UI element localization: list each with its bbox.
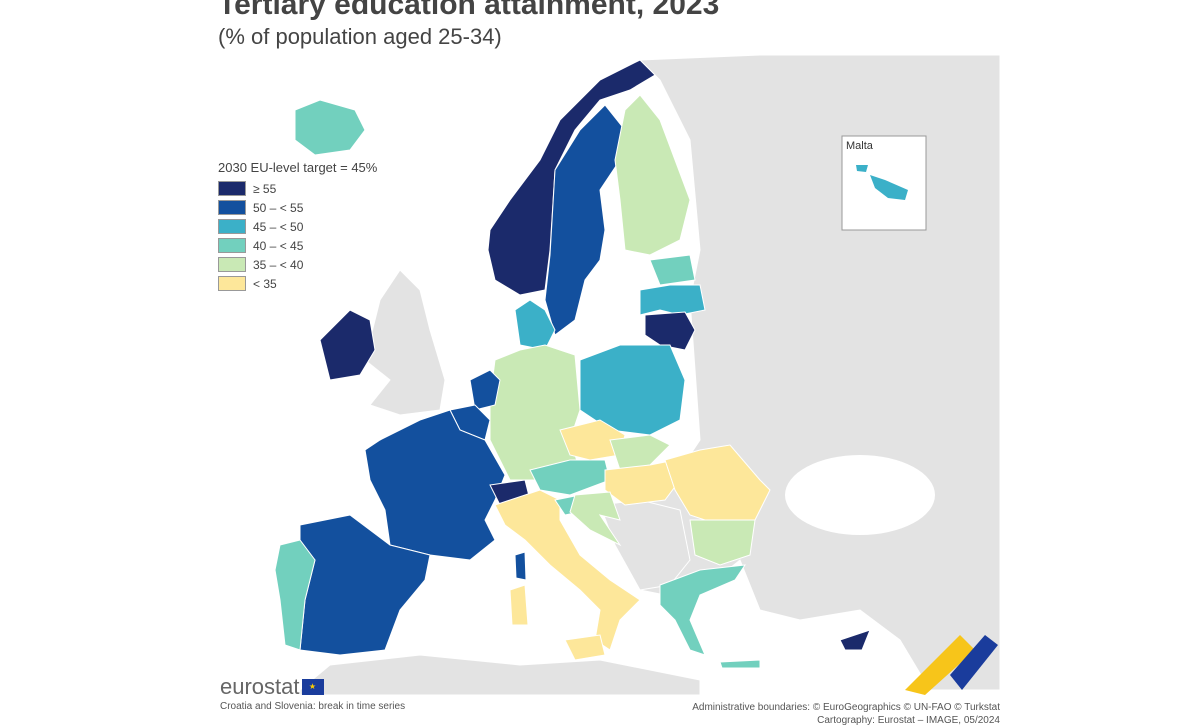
italy	[494, 489, 641, 651]
page-title: Tertiary education attainment, 2023	[218, 0, 720, 21]
corsica	[514, 551, 527, 581]
estonia	[649, 254, 696, 286]
legend-item: < 35	[218, 274, 377, 293]
page-subtitle: (% of population aged 25-34)	[218, 24, 502, 49]
norway	[487, 59, 656, 296]
black-sea	[785, 455, 935, 535]
iceland	[294, 99, 366, 156]
germany	[489, 344, 581, 481]
denmark	[514, 299, 556, 351]
legend-item: ≥ 55	[218, 179, 377, 198]
legend-item: 45 – < 50	[218, 217, 377, 236]
eurostat-logo: eurostat ★	[220, 674, 324, 700]
legend-item: 35 – < 40	[218, 255, 377, 274]
legend-title: 2030 EU-level target = 45%	[218, 160, 378, 175]
credits: Administrative boundaries: © EuroGeograp…	[692, 702, 1000, 726]
sicily	[564, 634, 606, 661]
malta	[870, 175, 908, 200]
romania	[664, 444, 771, 526]
bulgaria	[689, 519, 756, 566]
legend: 2030 EU-level target = 45% ≥ 55 50 – < 5…	[218, 160, 377, 293]
north-africa	[299, 654, 701, 696]
france	[364, 409, 506, 561]
greece	[659, 564, 747, 656]
lithuania	[644, 311, 696, 351]
latvia	[639, 284, 706, 316]
sardinia	[509, 584, 529, 626]
portugal	[274, 539, 316, 651]
sweden	[544, 104, 626, 336]
finland	[614, 94, 691, 256]
corner-decoration-icon	[905, 635, 998, 695]
eu-countries	[274, 59, 871, 669]
footnote: Croatia and Slovenia: break in time seri…	[220, 701, 406, 712]
united-kingdom	[364, 269, 446, 416]
malta-inset-label: Malta	[846, 140, 873, 152]
eu-flag-icon: ★	[301, 679, 324, 695]
poland	[579, 344, 686, 436]
legend-item: 40 – < 45	[218, 236, 377, 255]
slovakia	[609, 434, 671, 471]
croatia	[569, 491, 622, 547]
malta-inset	[841, 135, 927, 231]
legend-item: 50 – < 55	[218, 198, 377, 217]
crete	[719, 659, 761, 669]
cyprus	[839, 629, 871, 651]
ireland	[319, 309, 376, 381]
